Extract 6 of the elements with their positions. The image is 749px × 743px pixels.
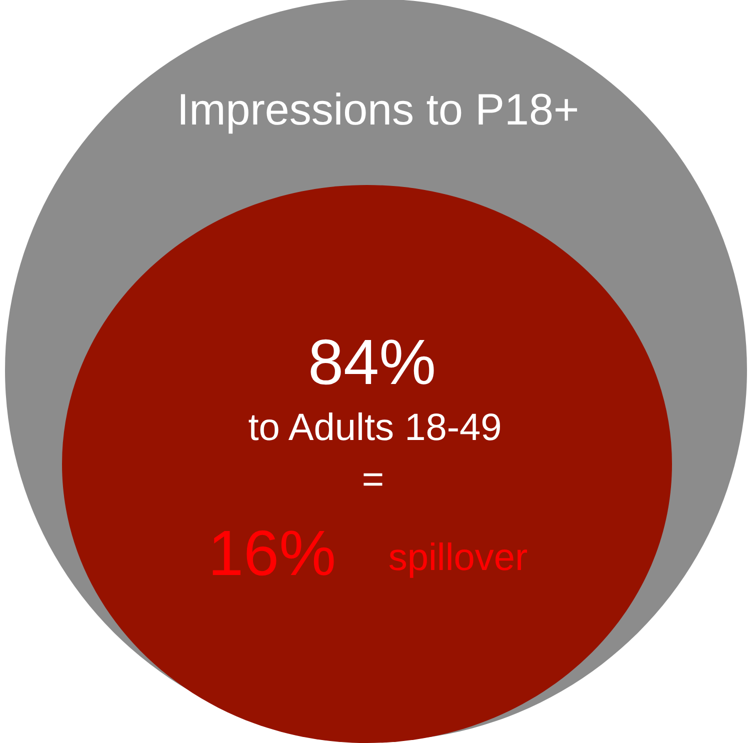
data-label: 84%	[308, 326, 436, 398]
data-label: 16%	[208, 517, 336, 589]
text: =	[362, 459, 384, 501]
text: Impressions to P18+	[176, 86, 580, 134]
category-label: to Adults 18-49	[248, 407, 502, 449]
category-label: spillover	[388, 537, 528, 579]
